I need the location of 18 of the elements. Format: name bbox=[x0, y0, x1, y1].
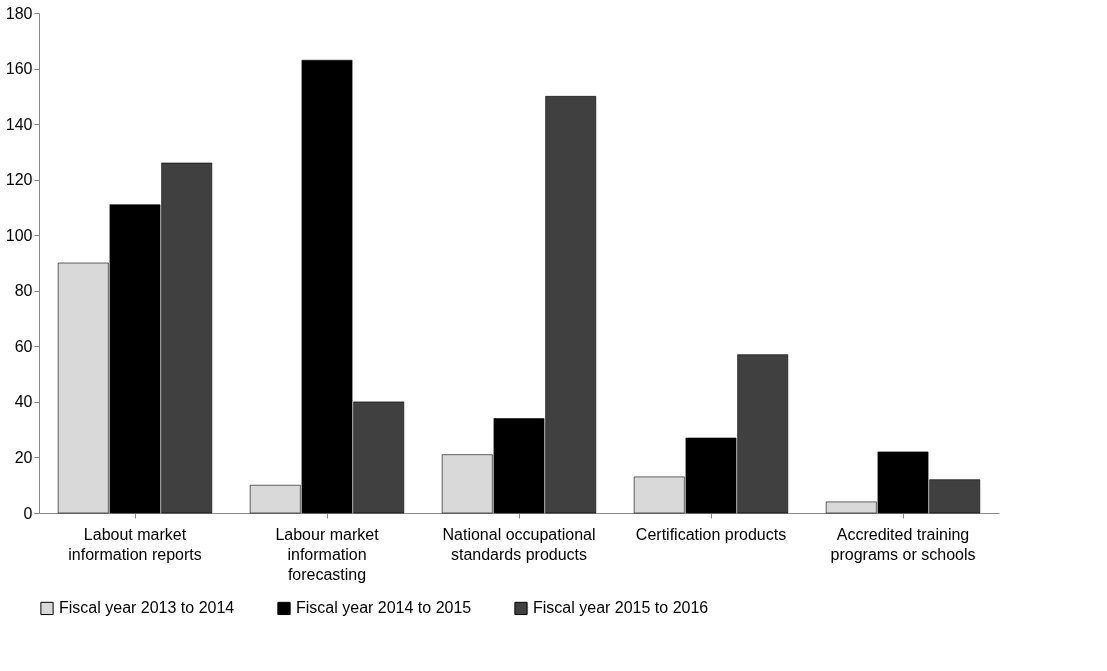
y-tick-label: 160 bbox=[5, 60, 33, 78]
legend-label: Fiscal year 2015 to 2016 bbox=[533, 599, 709, 617]
y-tick-label: 0 bbox=[23, 504, 33, 522]
x-tick-label: Certification products bbox=[635, 525, 787, 543]
y-tick-label: 40 bbox=[14, 393, 33, 411]
y-tick-label: 180 bbox=[5, 4, 33, 22]
y-tick-label: 140 bbox=[5, 115, 33, 133]
y-tick-label: 80 bbox=[14, 282, 33, 300]
y-tick-label: 120 bbox=[5, 171, 33, 189]
x-tick-label: Accredited training programs or schools bbox=[830, 525, 976, 563]
y-tick-label: 20 bbox=[14, 448, 33, 466]
x-tick-label: Labout market information reports bbox=[68, 525, 202, 563]
x-tick-label: Labour market information forecasting bbox=[275, 525, 380, 583]
y-tick-label: 100 bbox=[5, 226, 33, 244]
legend-label: Fiscal year 2013 to 2014 bbox=[59, 599, 235, 617]
x-tick-label: National occupational standards products bbox=[442, 525, 596, 563]
legend-label: Fiscal year 2014 to 2015 bbox=[296, 599, 472, 617]
y-tick-label: 60 bbox=[14, 337, 33, 355]
